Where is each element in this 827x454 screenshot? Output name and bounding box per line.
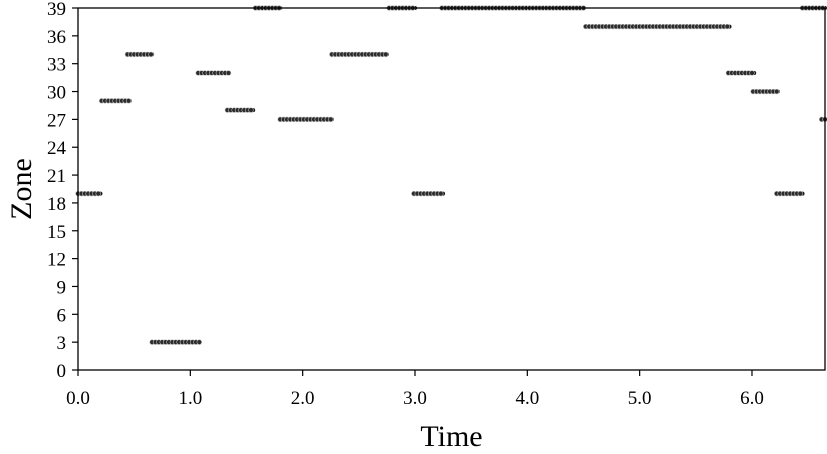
y-tick-label: 18 bbox=[47, 194, 66, 215]
y-tick-label: 0 bbox=[57, 361, 67, 382]
y-tick-label: 3 bbox=[57, 333, 67, 354]
zone-segment-15 bbox=[750, 88, 780, 95]
data-point bbox=[95, 190, 101, 197]
x-axis: 0.0 1.0 2.0 3.0 4.0 5.0 6.0 bbox=[66, 370, 764, 409]
x-tick-label: 0.0 bbox=[66, 388, 90, 409]
data-point bbox=[749, 70, 755, 76]
y-tick-label: 15 bbox=[47, 222, 66, 243]
y-tick-label: 27 bbox=[47, 110, 66, 131]
y-tick-label: 12 bbox=[47, 250, 66, 271]
data-point bbox=[438, 190, 444, 197]
zone-segment-3 bbox=[124, 51, 155, 58]
zone-segment-5 bbox=[195, 70, 232, 76]
zone-segment-11 bbox=[411, 190, 446, 197]
y-tick-label: 9 bbox=[57, 277, 67, 298]
data-point bbox=[248, 107, 254, 113]
zone-segment-18 bbox=[818, 116, 827, 123]
y-tick-label: 21 bbox=[47, 166, 66, 187]
zone-segment-9 bbox=[329, 51, 389, 58]
x-axis-title: Time bbox=[420, 420, 482, 449]
y-tick-label: 30 bbox=[47, 83, 66, 104]
x-tick-label: 6.0 bbox=[740, 388, 764, 409]
data-point bbox=[773, 88, 780, 95]
data-point bbox=[724, 23, 730, 30]
data-point bbox=[148, 51, 154, 58]
data-point bbox=[225, 70, 232, 76]
y-tick-label: 39 bbox=[47, 0, 66, 20]
data-point bbox=[328, 116, 334, 123]
zone-segment-13 bbox=[583, 23, 732, 30]
y-tick-label: 6 bbox=[57, 305, 67, 326]
zone-segment-1 bbox=[75, 190, 103, 197]
y-tick-label: 36 bbox=[47, 27, 66, 48]
x-tick-label: 4.0 bbox=[515, 388, 539, 409]
data-point bbox=[125, 98, 132, 104]
zone-segment-4 bbox=[149, 339, 203, 345]
data-point bbox=[383, 51, 389, 58]
data-marks bbox=[75, 5, 827, 345]
zone-segment-14 bbox=[725, 70, 757, 76]
y-tick-label: 33 bbox=[47, 55, 66, 76]
x-tick-label: 2.0 bbox=[291, 388, 315, 409]
zone-segment-6 bbox=[224, 107, 256, 113]
plot-area-frame bbox=[77, 7, 826, 371]
x-tick-label: 5.0 bbox=[628, 388, 652, 409]
y-tick-label: 24 bbox=[47, 138, 67, 159]
zone-segment-2 bbox=[98, 98, 132, 104]
zone-segment-16 bbox=[773, 190, 805, 197]
zone-segment-8 bbox=[277, 116, 334, 123]
x-tick-label: 3.0 bbox=[403, 388, 427, 409]
y-axis-title: Zone bbox=[5, 158, 38, 220]
x-tick-label: 1.0 bbox=[178, 388, 202, 409]
data-point bbox=[196, 339, 203, 345]
data-point bbox=[797, 190, 803, 197]
